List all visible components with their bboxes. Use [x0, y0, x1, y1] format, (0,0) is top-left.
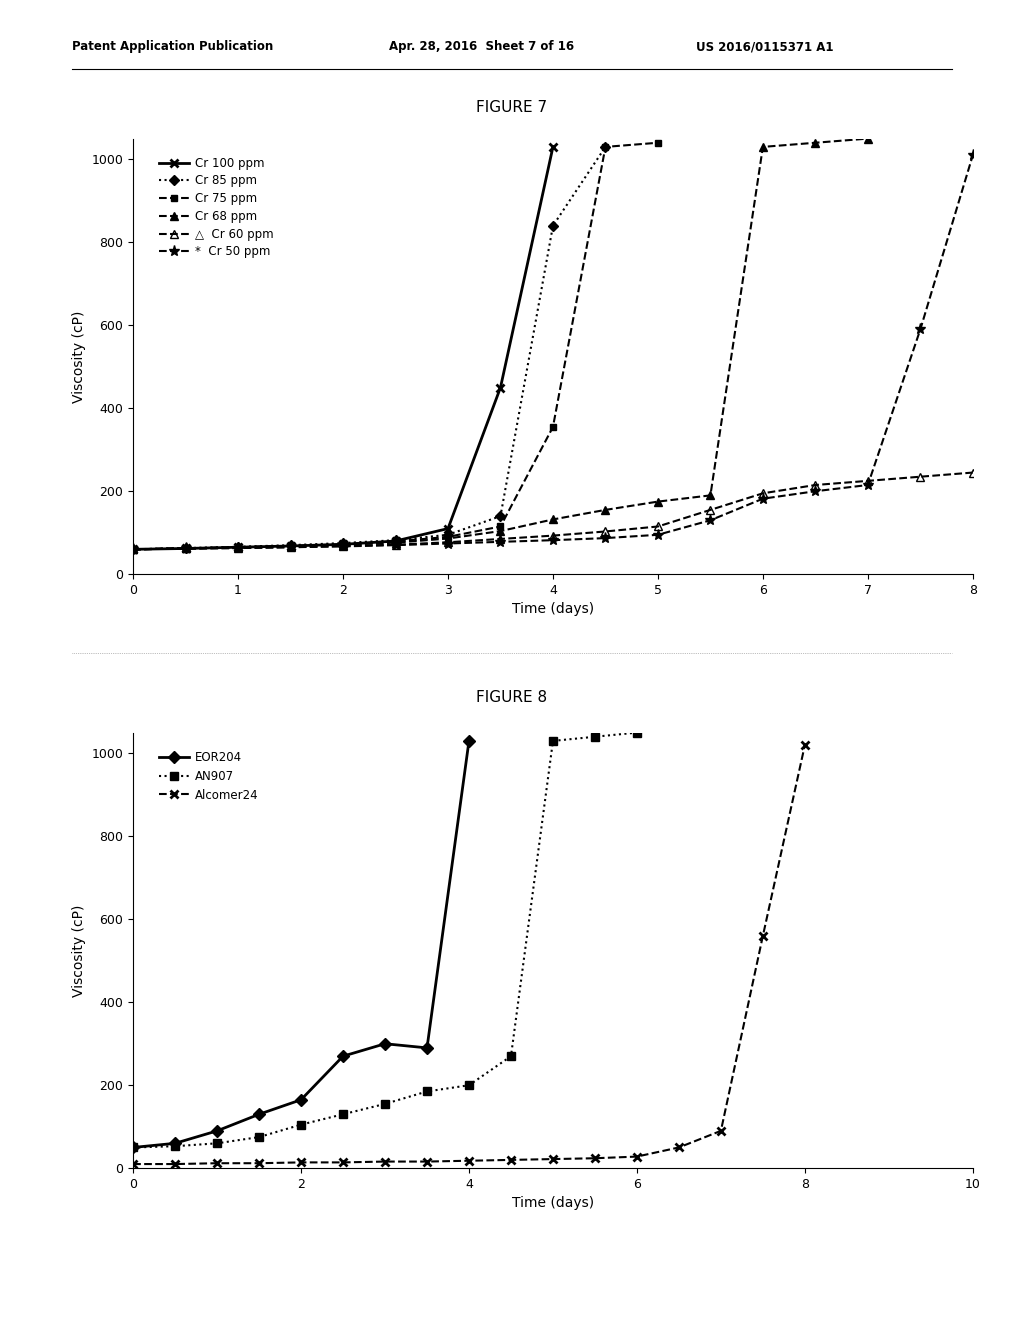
X-axis label: Time (days): Time (days)	[512, 1196, 594, 1210]
Text: Patent Application Publication: Patent Application Publication	[72, 40, 273, 53]
X-axis label: Time (days): Time (days)	[512, 602, 594, 616]
Legend: Cr 100 ppm, Cr 85 ppm, Cr 75 ppm, Cr 68 ppm, △  Cr 60 ppm, *  Cr 50 ppm: Cr 100 ppm, Cr 85 ppm, Cr 75 ppm, Cr 68 …	[156, 153, 276, 261]
Text: US 2016/0115371 A1: US 2016/0115371 A1	[696, 40, 834, 53]
Legend: EOR204, AN907, Alcomer24: EOR204, AN907, Alcomer24	[156, 747, 262, 805]
Text: FIGURE 7: FIGURE 7	[476, 100, 548, 115]
Y-axis label: Viscosity (cP): Viscosity (cP)	[72, 310, 86, 403]
Text: Apr. 28, 2016  Sheet 7 of 16: Apr. 28, 2016 Sheet 7 of 16	[389, 40, 574, 53]
Text: FIGURE 8: FIGURE 8	[476, 690, 548, 705]
Y-axis label: Viscosity (cP): Viscosity (cP)	[72, 904, 86, 997]
